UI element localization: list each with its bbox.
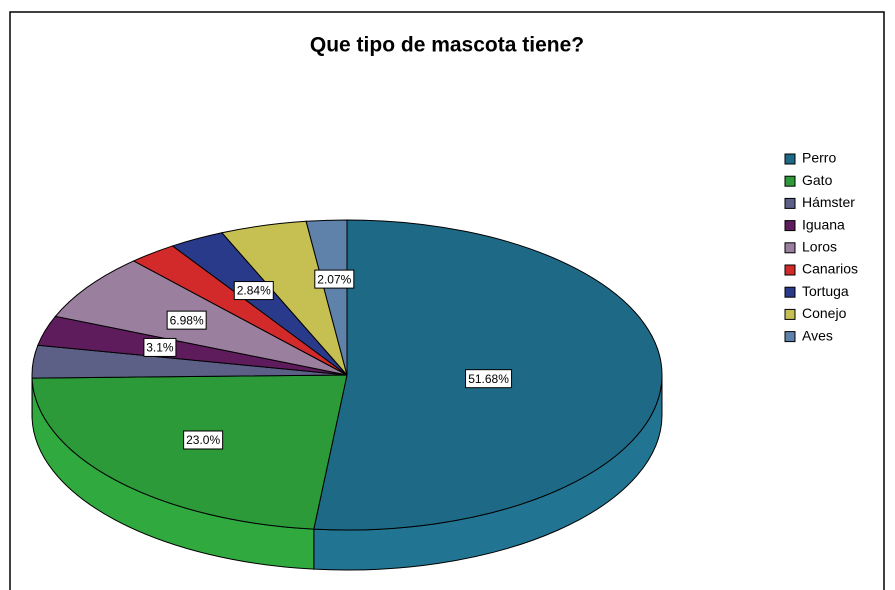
- data-label-box: [465, 369, 513, 389]
- legend-swatch: [784, 286, 796, 298]
- slice: [31, 374, 348, 530]
- legend-swatch: [784, 308, 796, 320]
- legend-swatch: [784, 264, 796, 276]
- legend-label: Perro: [802, 150, 836, 166]
- legend-label: Iguana: [802, 216, 845, 232]
- data-label-box: [166, 310, 207, 330]
- chart-title: Que tipo de mascota tiene?: [310, 34, 584, 57]
- legend-swatch: [784, 153, 796, 165]
- legend-label: Conejo: [802, 305, 847, 321]
- legend-swatch: [784, 242, 796, 254]
- legend-label: Aves: [802, 327, 833, 343]
- legend-swatch: [784, 197, 796, 209]
- slice: [305, 219, 348, 376]
- data-label: 51.68%: [468, 372, 509, 386]
- data-label: 2.84%: [237, 284, 271, 298]
- legend-label: Loros: [802, 239, 837, 255]
- legend-swatch: [784, 220, 796, 232]
- data-label-box: [314, 269, 355, 289]
- frame: [9, 11, 885, 590]
- data-label: 2.07%: [317, 272, 351, 286]
- legend-label: Hámster: [802, 194, 855, 210]
- data-label-box: [233, 281, 274, 301]
- data-label-box: [183, 430, 224, 450]
- data-label: 6.98%: [170, 313, 204, 327]
- legend-label: Canarios: [802, 261, 858, 277]
- data-label-box: [143, 337, 177, 357]
- data-label: 3.1%: [146, 341, 174, 355]
- legend-label: Gato: [802, 172, 833, 188]
- data-label: 23.0%: [186, 433, 220, 447]
- legend-label: Tortuga: [802, 283, 849, 299]
- legend-swatch: [784, 175, 796, 187]
- legend-swatch: [784, 331, 796, 343]
